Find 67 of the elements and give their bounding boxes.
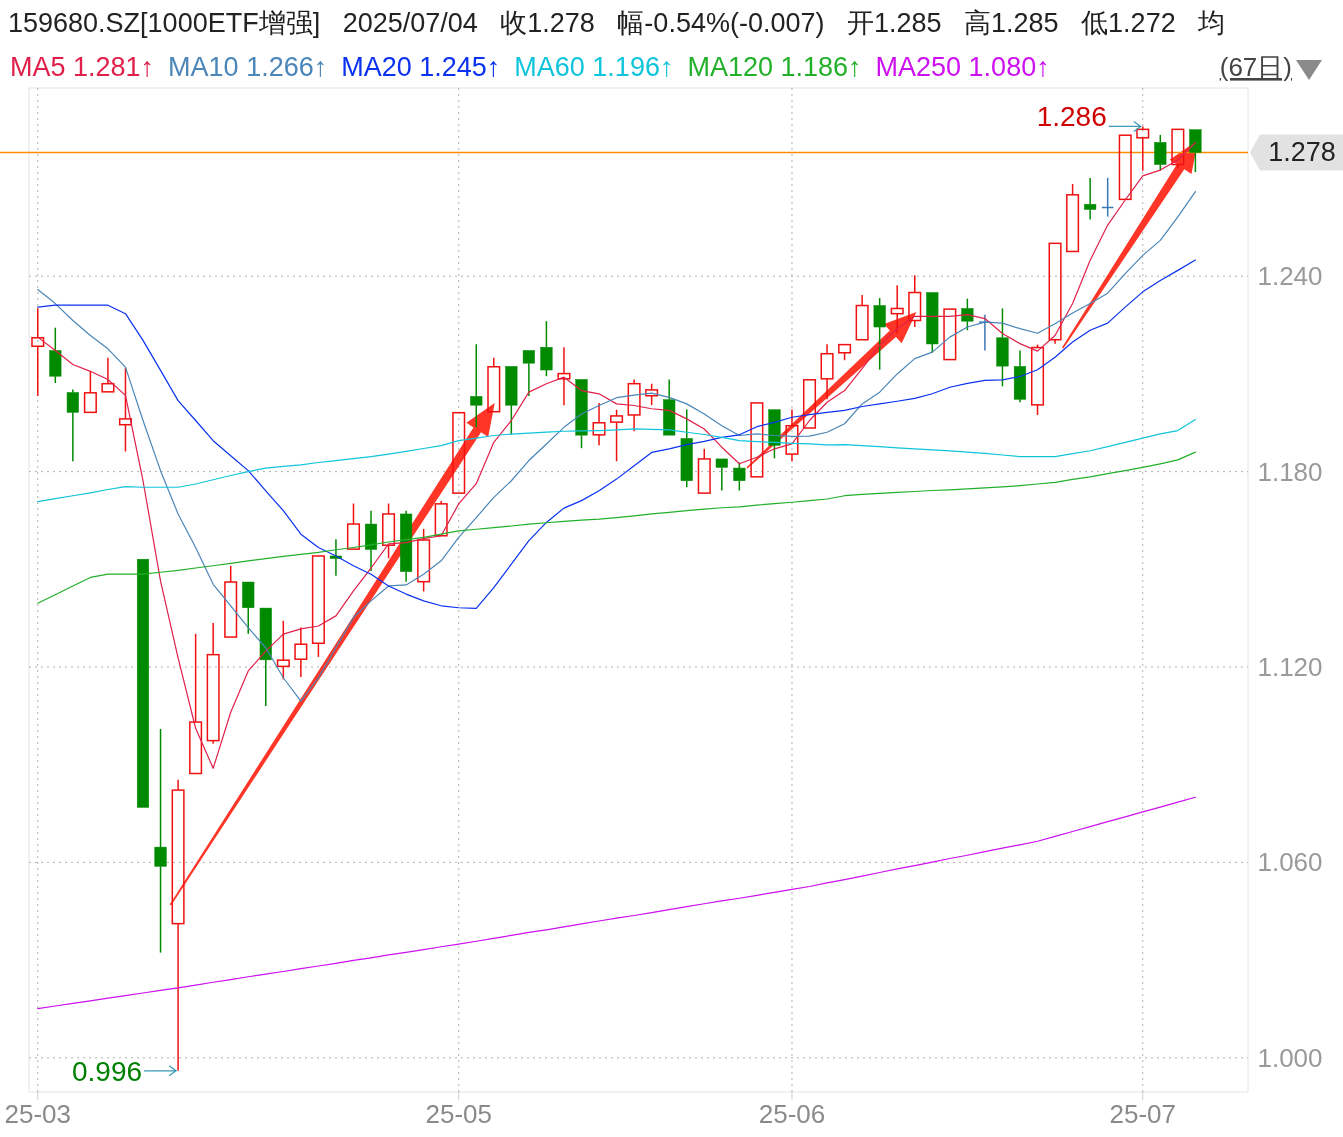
line-series: [37, 259, 1196, 609]
candlestick: [31, 307, 45, 397]
candlestick: [820, 343, 834, 401]
y-tick-label: 1.180: [1257, 456, 1323, 487]
candlestick: [1189, 129, 1202, 173]
candlestick: [154, 728, 167, 954]
candlestick: [505, 366, 518, 436]
candlestick: [750, 402, 764, 478]
candlestick: [487, 356, 501, 413]
candlestick: [1084, 177, 1097, 221]
y-tick-label: 1.060: [1257, 847, 1323, 878]
candlestick: [557, 346, 571, 406]
ref-line-label: 1.278: [1268, 137, 1336, 168]
candlestick: [663, 378, 676, 436]
candlestick: [206, 622, 220, 745]
candlestick: [785, 408, 799, 462]
candlestick: [434, 500, 448, 537]
candlestick: [118, 366, 133, 453]
candlestick: [83, 370, 97, 414]
candlestick: [364, 509, 378, 572]
candlestick: [346, 502, 361, 550]
text: MA20 1.245↑: [341, 52, 501, 82]
text: MA250 1.080↑: [875, 52, 1050, 82]
text: (67日): [1219, 52, 1292, 82]
candlestick: [715, 458, 728, 492]
x-tick-label: 25-06: [758, 1099, 826, 1129]
chart-title: 159680.SZ[1000ETF增强] 2025/07/04 收1.278 幅-0.54%(-0.007) 开1.285 高1.285 低1.272 均: [8, 8, 1226, 38]
candlestick: [1013, 349, 1027, 404]
candlestick: [66, 388, 79, 462]
text: MA10 1.266↑: [168, 52, 328, 82]
candlestick: [189, 633, 203, 775]
candlestick: [329, 538, 342, 577]
text: MA60 1.196↑: [514, 52, 674, 82]
x-tick-label: 25-07: [1109, 1099, 1177, 1129]
candlestick: [1171, 128, 1185, 169]
candlestick: [294, 626, 308, 678]
annotation: 0.996: [72, 1055, 143, 1087]
candlestick: [1118, 134, 1132, 201]
candlestick: [101, 356, 115, 393]
text: MA120 1.186↑: [687, 52, 862, 82]
candlestick: [136, 558, 150, 808]
y-tick-label: 1.000: [1257, 1042, 1323, 1073]
x-tick-label: 25-05: [425, 1099, 492, 1129]
candlestick: [171, 778, 185, 1072]
candlestick: [627, 378, 641, 432]
candlestick: [802, 379, 817, 429]
text: MA5 1.281↑: [10, 52, 155, 82]
candlestick: [1136, 125, 1150, 172]
line-series: [37, 418, 1196, 503]
candlestick: [452, 411, 466, 494]
candlestick: [522, 350, 535, 397]
candlestick: [470, 343, 483, 429]
y-tick-label: 1.120: [1257, 652, 1323, 683]
candlestick: [855, 294, 869, 341]
candlestick: [943, 308, 957, 361]
line-series: [37, 796, 1196, 1010]
candlestick: [1048, 242, 1062, 345]
y-tick-label: 1.240: [1257, 261, 1323, 292]
line-series: [37, 190, 1196, 702]
candlestick: [890, 284, 904, 334]
x-tick-label: 25-03: [4, 1099, 72, 1129]
candlestick: [592, 402, 606, 446]
line-series: [37, 451, 1196, 604]
candlestick: [242, 581, 255, 635]
candlestick: [259, 607, 272, 707]
candlestick: [996, 307, 1009, 388]
annotation: 1.286: [1036, 101, 1107, 133]
